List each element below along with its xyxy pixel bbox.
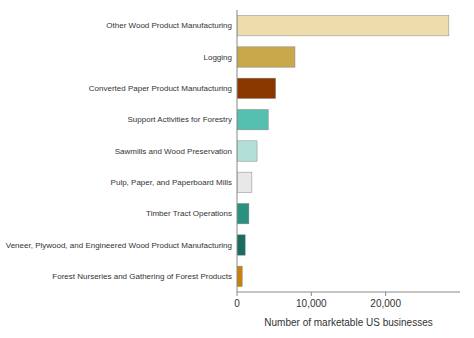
category-label: Sawmills and Wood Preservation xyxy=(115,147,232,156)
x-tick-label: 10,000 xyxy=(296,298,327,309)
bar xyxy=(237,141,257,161)
bar xyxy=(237,109,268,129)
category-label: Support Activities for Forestry xyxy=(128,115,232,124)
chart: Forest Nurseries and Gathering of Forest… xyxy=(0,0,474,338)
x-tick xyxy=(237,292,238,296)
x-axis-line xyxy=(237,292,460,293)
zero-line xyxy=(237,10,238,292)
x-tick xyxy=(311,292,312,296)
bar xyxy=(237,78,276,98)
category-label: Forest Nurseries and Gathering of Forest… xyxy=(52,272,232,281)
bar xyxy=(237,172,252,192)
category-label: Other Wood Product Manufacturing xyxy=(106,21,232,30)
bar xyxy=(237,47,295,67)
background xyxy=(0,0,474,338)
category-label: Converted Paper Product Manufacturing xyxy=(89,84,232,93)
bar xyxy=(237,266,242,286)
category-label: Veneer, Plywood, and Engineered Wood Pro… xyxy=(6,241,232,250)
x-axis-title: Number of marketable US businesses xyxy=(264,317,432,328)
category-label: Timber Tract Operations xyxy=(146,209,232,218)
x-tick-label: 20,000 xyxy=(370,298,401,309)
y-axis-labels: Forest Nurseries and Gathering of Forest… xyxy=(6,21,232,281)
category-label: Pulp, Paper, and Paperboard Mills xyxy=(111,178,232,187)
x-axis: 0 10,000 20,000 xyxy=(234,10,460,309)
category-label: Logging xyxy=(204,53,232,62)
bar xyxy=(237,235,245,255)
bar xyxy=(237,15,449,35)
bar xyxy=(237,203,249,223)
x-tick-label: 0 xyxy=(234,298,240,309)
bars xyxy=(237,15,449,286)
x-tick xyxy=(385,292,386,296)
